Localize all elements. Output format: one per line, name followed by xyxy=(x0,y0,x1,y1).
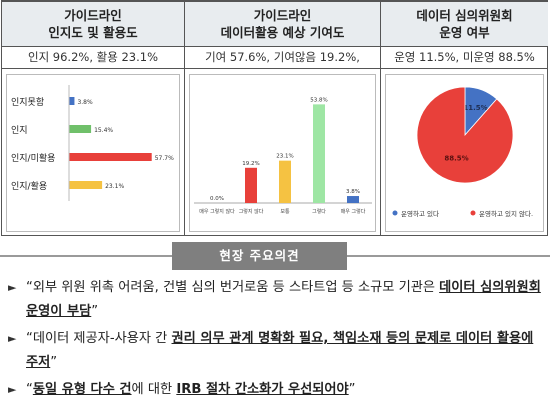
opinion-text: ” xyxy=(348,382,356,397)
opinion-text: ” xyxy=(50,355,58,370)
panel-committee: 데이터 심의위원회 운영 여부 운영 11.5%, 미운영 88.5% 11.5… xyxy=(380,0,548,236)
bar xyxy=(69,97,75,105)
category-label: 인지/활용 xyxy=(11,180,47,192)
legend-label: 운영하고 있다 xyxy=(401,209,439,218)
value-label: 0.0% xyxy=(210,196,224,202)
opinion-text: “데이터 제공자-사용자 간 xyxy=(26,331,172,346)
committee-chart: 11.5% 88.5% 운영하고 있다 운영하고 있지 않다. xyxy=(385,74,544,232)
section-title: 현장 주요의견 xyxy=(172,242,347,270)
survey-panels: 가이드라인 인지도 및 활용도 인지 96.2%, 활용 23.1% 인지못함 3… xyxy=(1,0,548,236)
opinion-item: ► “동일 유형 다수 건에 대한 IRB 절차 간소화가 우선되어야” xyxy=(8,378,544,402)
opinion-text: 에 대한 xyxy=(131,382,177,397)
value-label: 3.8% xyxy=(77,99,93,106)
value-label: 53.8% xyxy=(310,97,327,103)
value-label: 57.7% xyxy=(155,155,174,162)
contribution-bar-chart: 0.0% 매우 그렇지 않다 19.2% 그렇지 않다 23.1% 보통 53.8% 그렇다 3… xyxy=(194,97,372,215)
panel-contribution: 가이드라인 데이터활용 예상 기여도 기여 57.6%, 기여않음 19.2%,… xyxy=(184,0,380,236)
bar xyxy=(313,104,325,203)
opinion-item: ► “데이터 제공자-사용자 간 권리 의무 관계 명확화 필요, 책임소재 등의… xyxy=(8,327,544,375)
opinion-item: ► “외부 위원 위촉 어려움, 건별 심의 번거로움 등 스타트업 등 소규모 … xyxy=(8,276,544,324)
value-label: 3.8% xyxy=(346,189,360,195)
awareness-bar-chart: 인지못함 3.8% 인지 15.4% 인지/미활용 57.7% 인지/활용 23.1% xyxy=(11,85,174,201)
category-label: 인지 xyxy=(11,125,28,136)
contribution-chart: 0.0% 매우 그렇지 않다 19.2% 그렇지 않다 23.1% 보통 53.8% 그렇다 3… xyxy=(189,74,376,232)
category-label: 그렇다 xyxy=(312,208,326,215)
slice-label: 11.5% xyxy=(463,104,487,112)
value-label: 19.2% xyxy=(242,161,259,167)
panel-title-line1: 가이드라인 xyxy=(253,8,312,23)
legend-label: 운영하고 있지 않다. xyxy=(479,209,533,218)
panel-header: 가이드라인 데이터활용 예상 기여도 xyxy=(185,0,380,47)
panel-title-line2: 운영 여부 xyxy=(439,25,490,40)
pie-slice xyxy=(416,86,514,184)
bullet-icon: ► xyxy=(8,383,17,396)
bar xyxy=(69,125,92,133)
opinion-emphasis: 데이터 심의위원회 운영이 부담 xyxy=(26,280,541,319)
panel-summary: 기여 57.6%, 기여않음 19.2%, xyxy=(185,46,380,69)
opinion-emphasis: 권리 의무 관계 명확화 필요, 책임소재 등의 문제로 데이터 활용에 주저 xyxy=(26,331,534,370)
committee-pie-chart: 11.5% 88.5% 운영하고 있다 운영하고 있지 않다. xyxy=(392,86,533,218)
category-label: 인지못함 xyxy=(11,97,44,108)
awareness-chart: 인지못함 3.8% 인지 15.4% 인지/미활용 57.7% 인지/활용 23.1% xyxy=(6,74,180,232)
panel-header: 가이드라인 인지도 및 활용도 xyxy=(2,0,184,47)
legend-marker xyxy=(392,210,398,216)
category-label: 보통 xyxy=(280,209,290,215)
category-label: 매우 그렇다 xyxy=(341,208,366,215)
opinion-text: “외부 위원 위촉 어려움, 건별 심의 번거로움 등 스타트업 등 소규모 기… xyxy=(26,280,440,295)
slice-label: 88.5% xyxy=(444,154,468,162)
bar xyxy=(347,196,359,203)
category-label: 인지/미활용 xyxy=(11,152,55,164)
bar xyxy=(245,167,257,203)
bar xyxy=(279,160,291,203)
legend-marker xyxy=(470,210,476,216)
panel-summary: 운영 11.5%, 미운영 88.5% xyxy=(381,46,548,69)
panel-title-line1: 가이드라인 xyxy=(64,8,122,23)
section-divider: 현장 주요의견 xyxy=(0,242,550,270)
category-label: 그렇지 않다 xyxy=(239,208,264,215)
panel-title-line2: 인지도 및 활용도 xyxy=(48,25,138,40)
panel-header: 데이터 심의위원회 운영 여부 xyxy=(381,0,548,47)
bar xyxy=(69,153,152,161)
bar xyxy=(69,181,103,189)
bullet-icon: ► xyxy=(8,281,17,294)
category-label: 매우 그렇지 않다 xyxy=(199,208,235,215)
panel-summary: 인지 96.2%, 활용 23.1% xyxy=(2,46,184,69)
opinion-list: ► “외부 위원 위촉 어려움, 건별 심의 번거로움 등 스타트업 등 소규모 … xyxy=(8,276,544,402)
opinion-text: ” xyxy=(91,304,99,319)
opinion-emphasis: 동일 유형 다수 건 xyxy=(32,382,132,397)
opinion-text: “ xyxy=(26,382,33,397)
value-label: 23.1% xyxy=(105,183,124,190)
value-label: 15.4% xyxy=(94,127,113,134)
value-label: 23.1% xyxy=(276,154,293,160)
bullet-icon: ► xyxy=(8,332,17,345)
opinion-emphasis: IRB 절차 간소화가 우선되어야 xyxy=(176,382,349,397)
panel-awareness: 가이드라인 인지도 및 활용도 인지 96.2%, 활용 23.1% 인지못함 3… xyxy=(2,0,184,236)
panel-title-line2: 데이터활용 예상 기여도 xyxy=(220,25,345,40)
panel-title-line1: 데이터 심의위원회 xyxy=(416,8,513,23)
